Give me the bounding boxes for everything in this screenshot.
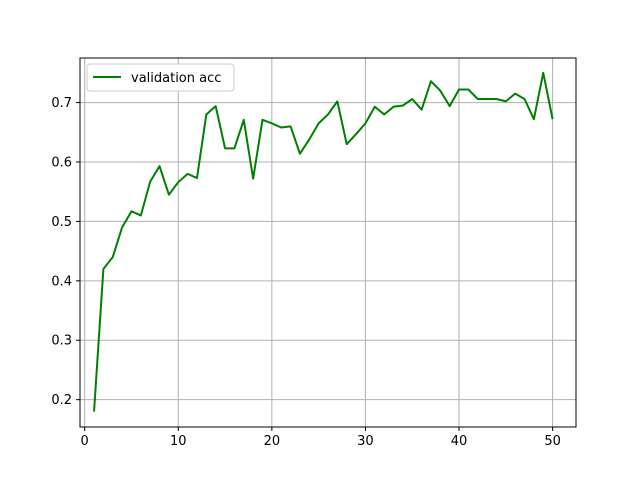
y-tick-label: 0.6 bbox=[51, 155, 72, 170]
y-axis: 0.2 0.3 0.4 0.5 0.6 0.7 bbox=[51, 96, 80, 408]
legend: validation acc bbox=[86, 63, 235, 92]
x-tick-label: 30 bbox=[357, 434, 374, 449]
y-tick-label: 0.4 bbox=[51, 274, 72, 289]
x-tick-label: 0 bbox=[81, 434, 89, 449]
x-tick-label: 20 bbox=[264, 434, 281, 449]
plot-area bbox=[80, 58, 576, 427]
y-tick-label: 0.2 bbox=[51, 393, 72, 408]
x-tick-label: 40 bbox=[451, 434, 468, 449]
x-tick-label: 50 bbox=[544, 434, 561, 449]
series-line-validation-acc bbox=[93, 71, 554, 412]
legend-label-validation-acc: validation acc bbox=[131, 71, 221, 86]
x-tick-label: 10 bbox=[170, 434, 187, 449]
y-tick-label: 0.7 bbox=[51, 96, 72, 111]
plot-frame bbox=[79, 57, 577, 428]
legend-box bbox=[86, 63, 235, 92]
series-layer bbox=[93, 71, 554, 412]
x-axis: 0 10 20 30 40 50 bbox=[81, 427, 561, 449]
grid bbox=[80, 58, 576, 427]
y-tick-label: 0.3 bbox=[51, 334, 72, 349]
y-tick-label: 0.5 bbox=[51, 215, 72, 230]
